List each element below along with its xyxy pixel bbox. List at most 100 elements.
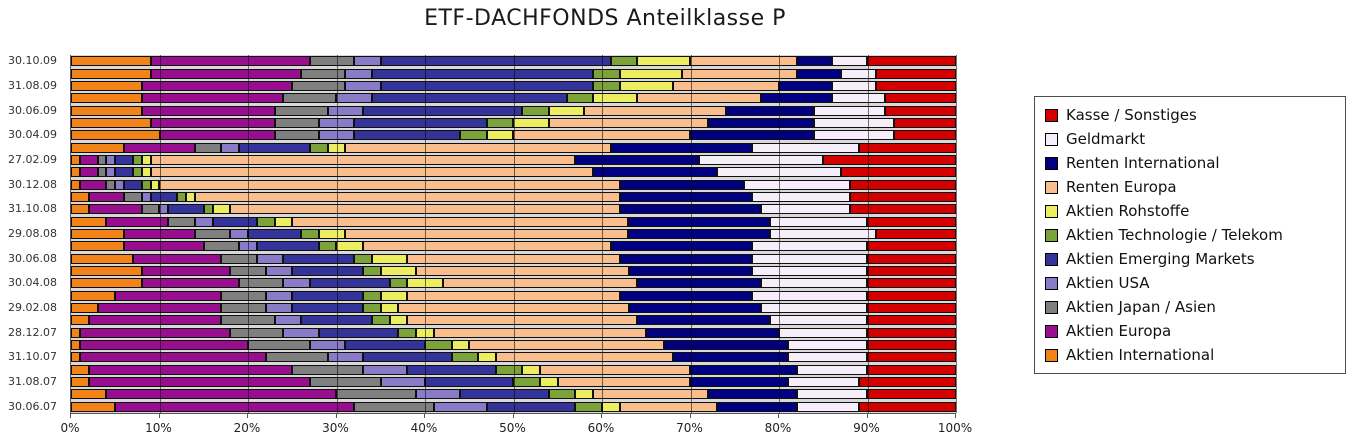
segment-aktien-international	[71, 191, 89, 202]
segment-aktien-rohstoffe	[593, 93, 638, 104]
legend-label: Aktien International	[1066, 346, 1215, 364]
x-tick-mark	[601, 414, 602, 418]
bar-row	[71, 401, 956, 412]
x-tick-mark	[955, 414, 956, 418]
legend-item: Renten International	[1045, 154, 1335, 172]
legend-item: Aktien Technologie / Telekom	[1045, 226, 1335, 244]
bar-row	[71, 154, 956, 165]
y-tick-spacer	[0, 69, 64, 79]
segment-renten-international	[637, 315, 771, 326]
x-tick-label: 70%	[676, 421, 703, 435]
segment-aktien-technologie-telekom	[203, 204, 213, 215]
segment-aktien-technologie-telekom	[301, 228, 319, 239]
segment-aktien-rohstoffe	[478, 352, 496, 363]
y-tick-label: 30.06.07	[8, 399, 57, 413]
segment-aktien-international	[71, 364, 89, 375]
segment-kasse-sonstiges	[849, 191, 956, 202]
segment-aktien-emerging-markets	[380, 56, 611, 67]
segment-aktien-europa	[124, 142, 195, 153]
segment-aktien-europa	[88, 377, 310, 388]
segment-aktien-usa	[363, 364, 408, 375]
segment-aktien-emerging-markets	[301, 315, 372, 326]
segment-renten-international	[717, 401, 797, 412]
segment-renten-international	[708, 117, 815, 128]
segment-aktien-technologie-telekom	[371, 315, 390, 326]
x-tick-label: 100%	[937, 421, 973, 435]
segment-aktien-emerging-markets	[380, 80, 594, 91]
segment-aktien-technologie-telekom	[593, 80, 620, 91]
segment-aktien-europa	[150, 117, 275, 128]
segment-geldmarkt	[752, 266, 868, 277]
segment-aktien-international	[71, 117, 151, 128]
segment-aktien-emerging-markets	[292, 303, 364, 314]
legend-item: Aktien Emerging Markets	[1045, 250, 1335, 268]
y-tick-label: 30.06.08	[8, 251, 57, 265]
segment-renten-international	[619, 290, 753, 301]
segment-aktien-rohstoffe	[619, 68, 682, 79]
segment-kasse-sonstiges	[867, 290, 956, 301]
segment-renten-europa	[150, 154, 576, 165]
segment-renten-europa	[230, 204, 620, 215]
segment-aktien-rohstoffe	[380, 303, 399, 314]
bar-row	[71, 167, 956, 178]
segment-aktien-rohstoffe	[186, 191, 195, 202]
segment-renten-europa	[637, 93, 762, 104]
segment-aktien-europa	[88, 364, 293, 375]
plot-area	[70, 55, 957, 414]
segment-aktien-international	[71, 142, 125, 153]
segment-kasse-sonstiges	[867, 303, 956, 314]
x-tick-label: 80%	[764, 421, 792, 435]
segment-aktien-japan-asien	[230, 327, 284, 338]
bar-row	[71, 315, 956, 326]
segment-aktien-emerging-markets	[168, 204, 204, 215]
legend-swatch-icon	[1045, 228, 1058, 242]
x-tick-label: 90%	[853, 421, 880, 435]
legend-item: Aktien Japan / Asien	[1045, 298, 1335, 316]
segment-kasse-sonstiges	[867, 327, 956, 338]
segment-renten-international	[761, 93, 833, 104]
x-tick-label: 60%	[587, 421, 615, 435]
segment-aktien-technologie-telekom	[132, 167, 142, 178]
segment-aktien-japan-asien	[239, 278, 284, 289]
segment-aktien-europa	[115, 401, 355, 412]
segment-aktien-international	[71, 266, 142, 277]
segment-aktien-rohstoffe	[141, 154, 151, 165]
segment-aktien-emerging-markets	[363, 352, 452, 363]
segment-aktien-international	[71, 204, 89, 215]
x-tick-mark	[247, 414, 248, 418]
segment-aktien-emerging-markets	[460, 389, 549, 400]
legend-swatch-icon	[1045, 204, 1058, 218]
bar-row	[71, 56, 956, 67]
segment-geldmarkt	[832, 56, 868, 67]
segment-renten-international	[663, 340, 788, 351]
legend-item: Renten Europa	[1045, 178, 1335, 196]
segment-aktien-usa	[159, 204, 169, 215]
segment-renten-international	[778, 80, 833, 91]
legend-item: Geldmarkt	[1045, 130, 1335, 148]
segment-aktien-usa	[345, 80, 381, 91]
y-tick-spacer	[0, 291, 64, 301]
segment-renten-international	[619, 191, 753, 202]
segment-geldmarkt	[796, 389, 868, 400]
segment-aktien-japan-asien	[274, 130, 319, 141]
segment-aktien-technologie-telekom	[495, 364, 523, 375]
segment-aktien-emerging-markets	[292, 290, 364, 301]
segment-renten-europa	[416, 266, 629, 277]
segment-renten-international	[708, 389, 797, 400]
segment-aktien-rohstoffe	[389, 315, 408, 326]
y-tick-label: 31.10.08	[8, 202, 57, 216]
segment-aktien-international	[71, 216, 107, 227]
segment-aktien-japan-asien	[97, 167, 107, 178]
y-tick-label: 30.12.08	[8, 177, 57, 191]
segment-aktien-rohstoffe	[150, 179, 160, 190]
chart-title: ETF-DACHFONDS Anteilklasse P	[424, 6, 786, 31]
segment-aktien-international	[71, 253, 133, 264]
segment-aktien-rohstoffe	[371, 253, 408, 264]
segment-aktien-rohstoffe	[513, 117, 549, 128]
segment-aktien-rohstoffe	[336, 241, 363, 252]
bar-row	[71, 68, 956, 79]
legend-label: Geldmarkt	[1066, 130, 1146, 148]
segment-aktien-rohstoffe	[619, 80, 673, 91]
segment-aktien-usa	[318, 130, 355, 141]
segment-aktien-technologie-telekom	[513, 377, 541, 388]
